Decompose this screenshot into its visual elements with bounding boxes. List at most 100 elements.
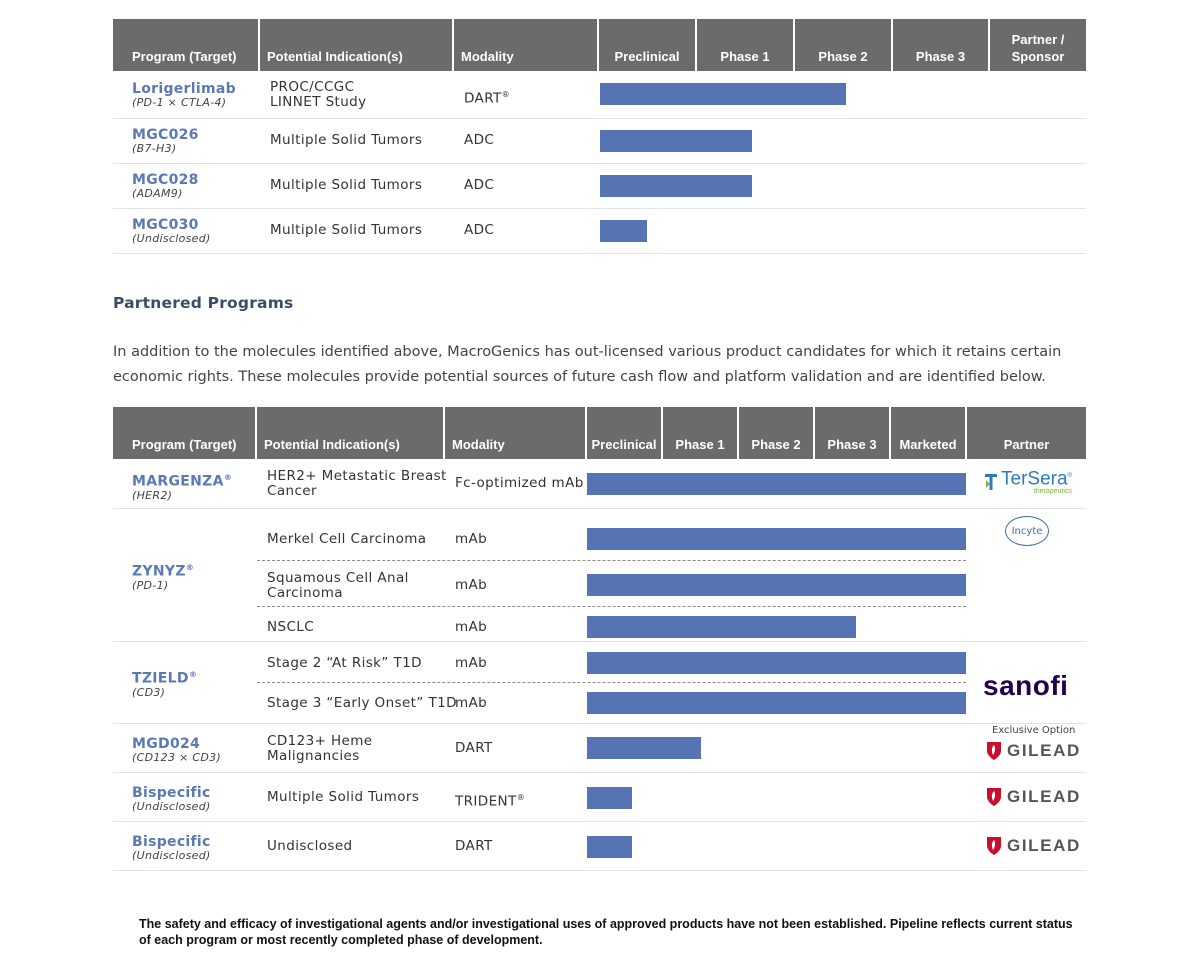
program-target: (B7-H3) xyxy=(132,142,177,155)
header-modality: Modality xyxy=(445,407,585,459)
program-group: MARGENZA® (HER2) HER2+ Metastatic Breast… xyxy=(113,459,1086,509)
program-target: (Undisclosed) xyxy=(132,849,211,862)
program-group: ZYNYZ® (PD-1) Merkel Cell Carcinoma mAb … xyxy=(113,509,1086,642)
program-name[interactable]: MGC028 xyxy=(132,172,199,188)
program-name[interactable]: MGC026 xyxy=(132,127,199,143)
header-modality: Modality xyxy=(454,19,597,71)
indication: PROC/CCGC LINNET Study xyxy=(270,80,367,110)
program-name[interactable]: TZIELD® xyxy=(132,667,197,687)
program-name[interactable]: MARGENZA® xyxy=(132,470,232,490)
header-phase3: Phase 3 xyxy=(815,407,889,459)
phase-progress-bar xyxy=(587,574,966,596)
gilead-icon xyxy=(987,742,1001,760)
program-target: (HER2) xyxy=(132,488,173,502)
phase-progress-bar xyxy=(600,220,647,242)
phase-progress-bar xyxy=(587,787,632,809)
header-partner-sponsor: Partner / Sponsor xyxy=(990,19,1086,71)
header-phase1: Phase 1 xyxy=(697,19,793,71)
incyte-logo: Incyte xyxy=(1005,516,1049,546)
program-name[interactable]: Lorigerlimab xyxy=(132,81,236,97)
phase-progress-bar xyxy=(587,692,966,714)
indication-line-2: Malignancies xyxy=(267,748,360,764)
program-name[interactable]: Bispecific xyxy=(132,785,211,801)
tersera-name: TerSera xyxy=(1001,468,1068,490)
program-name-text: TZIELD xyxy=(132,670,189,687)
header-indication: Potential Indication(s) xyxy=(257,407,443,459)
indication-line-2: Cancer xyxy=(267,483,317,499)
program-group: TZIELD® (CD3) Stage 2 “At Risk” T1D mAb … xyxy=(113,642,1086,724)
gilead-text: GILEAD xyxy=(1007,836,1081,855)
modality: Fc-optimized mAb xyxy=(455,475,584,491)
wholly-owned-pipeline-table: Program (Target) Potential Indication(s)… xyxy=(113,19,1086,254)
table-row: MGC030 (Undisclosed) Multiple Solid Tumo… xyxy=(113,209,1086,254)
gilead-icon xyxy=(987,837,1001,855)
modality: ADC xyxy=(464,222,495,238)
modality: mAb xyxy=(455,695,488,711)
table-row: MGC026 (B7-H3) Multiple Solid Tumors ADC xyxy=(113,119,1086,164)
table-header: Program (Target) Potential Indication(s)… xyxy=(113,19,1086,71)
footnote: The safety and efficacy of investigation… xyxy=(139,917,1073,947)
table-header: Program (Target) Potential Indication(s)… xyxy=(113,407,1086,459)
program-group: MGD024 (CD123 × CD3) CD123+ Heme Maligna… xyxy=(113,724,1086,773)
tersera-subtitle: therapeutics xyxy=(1033,488,1072,496)
program-target: (Undisclosed) xyxy=(132,232,211,245)
registered-mark: ® xyxy=(501,90,511,99)
program-target: (ADAM9) xyxy=(132,187,183,200)
gilead-logo: GILEAD xyxy=(985,786,1081,808)
gilead-logo: GILEAD xyxy=(985,835,1081,857)
indication: Multiple Solid Tumors xyxy=(267,789,420,805)
program-name[interactable]: MGD024 xyxy=(132,736,201,752)
section-paragraph: In addition to the molecules identified … xyxy=(113,344,1062,385)
exclusive-option-label: Exclusive Option xyxy=(992,725,1076,736)
modality: DART® xyxy=(464,87,510,107)
tersera-icon xyxy=(985,473,997,490)
header-phase1: Phase 1 xyxy=(663,407,737,459)
modality: mAb xyxy=(455,531,488,547)
program-name-text: MARGENZA xyxy=(132,473,224,490)
header-program: Program (Target) xyxy=(113,19,258,71)
registered-mark: ® xyxy=(223,473,233,482)
modality: DART xyxy=(455,838,493,854)
indication: Merkel Cell Carcinoma xyxy=(267,531,427,547)
phase-progress-bar xyxy=(600,130,752,152)
modality-text: DART xyxy=(464,90,502,107)
indication-line-2: Carcinoma xyxy=(267,585,343,601)
indication-line-2: LINNET Study xyxy=(270,94,367,110)
indication: Multiple Solid Tumors xyxy=(270,177,423,193)
modality: TRIDENT® xyxy=(455,790,525,810)
row-divider xyxy=(257,682,966,683)
program-cell: MGD024 (CD123 × CD3) xyxy=(132,736,221,764)
header-phase2: Phase 2 xyxy=(739,407,813,459)
indication: Stage 2 “At Risk” T1D xyxy=(267,655,422,671)
program-cell: MARGENZA® (HER2) xyxy=(132,470,232,502)
program-cell: MGC028 (ADAM9) xyxy=(132,172,199,200)
registered-mark: ® xyxy=(1067,473,1072,479)
header-marketed: Marketed xyxy=(891,407,965,459)
table-row: Lorigerlimab (PD-1 × CTLA-4) PROC/CCGC L… xyxy=(113,71,1086,119)
indication: Undisclosed xyxy=(267,838,353,854)
registered-mark: ® xyxy=(185,563,195,572)
indication: Stage 3 “Early Onset” T1D xyxy=(267,695,457,711)
header-program: Program (Target) xyxy=(113,407,255,459)
table-row: MGC028 (ADAM9) Multiple Solid Tumors ADC xyxy=(113,164,1086,209)
row-divider xyxy=(257,560,966,561)
program-name[interactable]: Bispecific xyxy=(132,834,211,850)
program-name[interactable]: MGC030 xyxy=(132,217,199,233)
indication-line-1: Squamous Cell Anal xyxy=(267,570,409,586)
header-preclinical: Preclinical xyxy=(599,19,695,71)
program-cell: TZIELD® (CD3) xyxy=(132,667,197,699)
program-cell: Bispecific (Undisclosed) xyxy=(132,834,211,862)
program-cell: Lorigerlimab (PD-1 × CTLA-4) xyxy=(132,81,236,109)
phase-progress-bar xyxy=(587,616,856,638)
indication-line-1: PROC/CCGC xyxy=(270,79,355,95)
phase-progress-bar xyxy=(587,836,632,858)
modality: DART xyxy=(455,740,493,756)
modality: mAb xyxy=(455,655,488,671)
program-group: Bispecific (Undisclosed) Undisclosed DAR… xyxy=(113,822,1086,871)
indication: Squamous Cell Anal Carcinoma xyxy=(267,571,409,601)
program-name[interactable]: ZYNYZ® xyxy=(132,560,194,580)
phase-progress-bar xyxy=(587,473,966,495)
program-cell: Bispecific (Undisclosed) xyxy=(132,785,211,813)
indication: NSCLC xyxy=(267,619,315,635)
phase-progress-bar xyxy=(587,737,701,759)
